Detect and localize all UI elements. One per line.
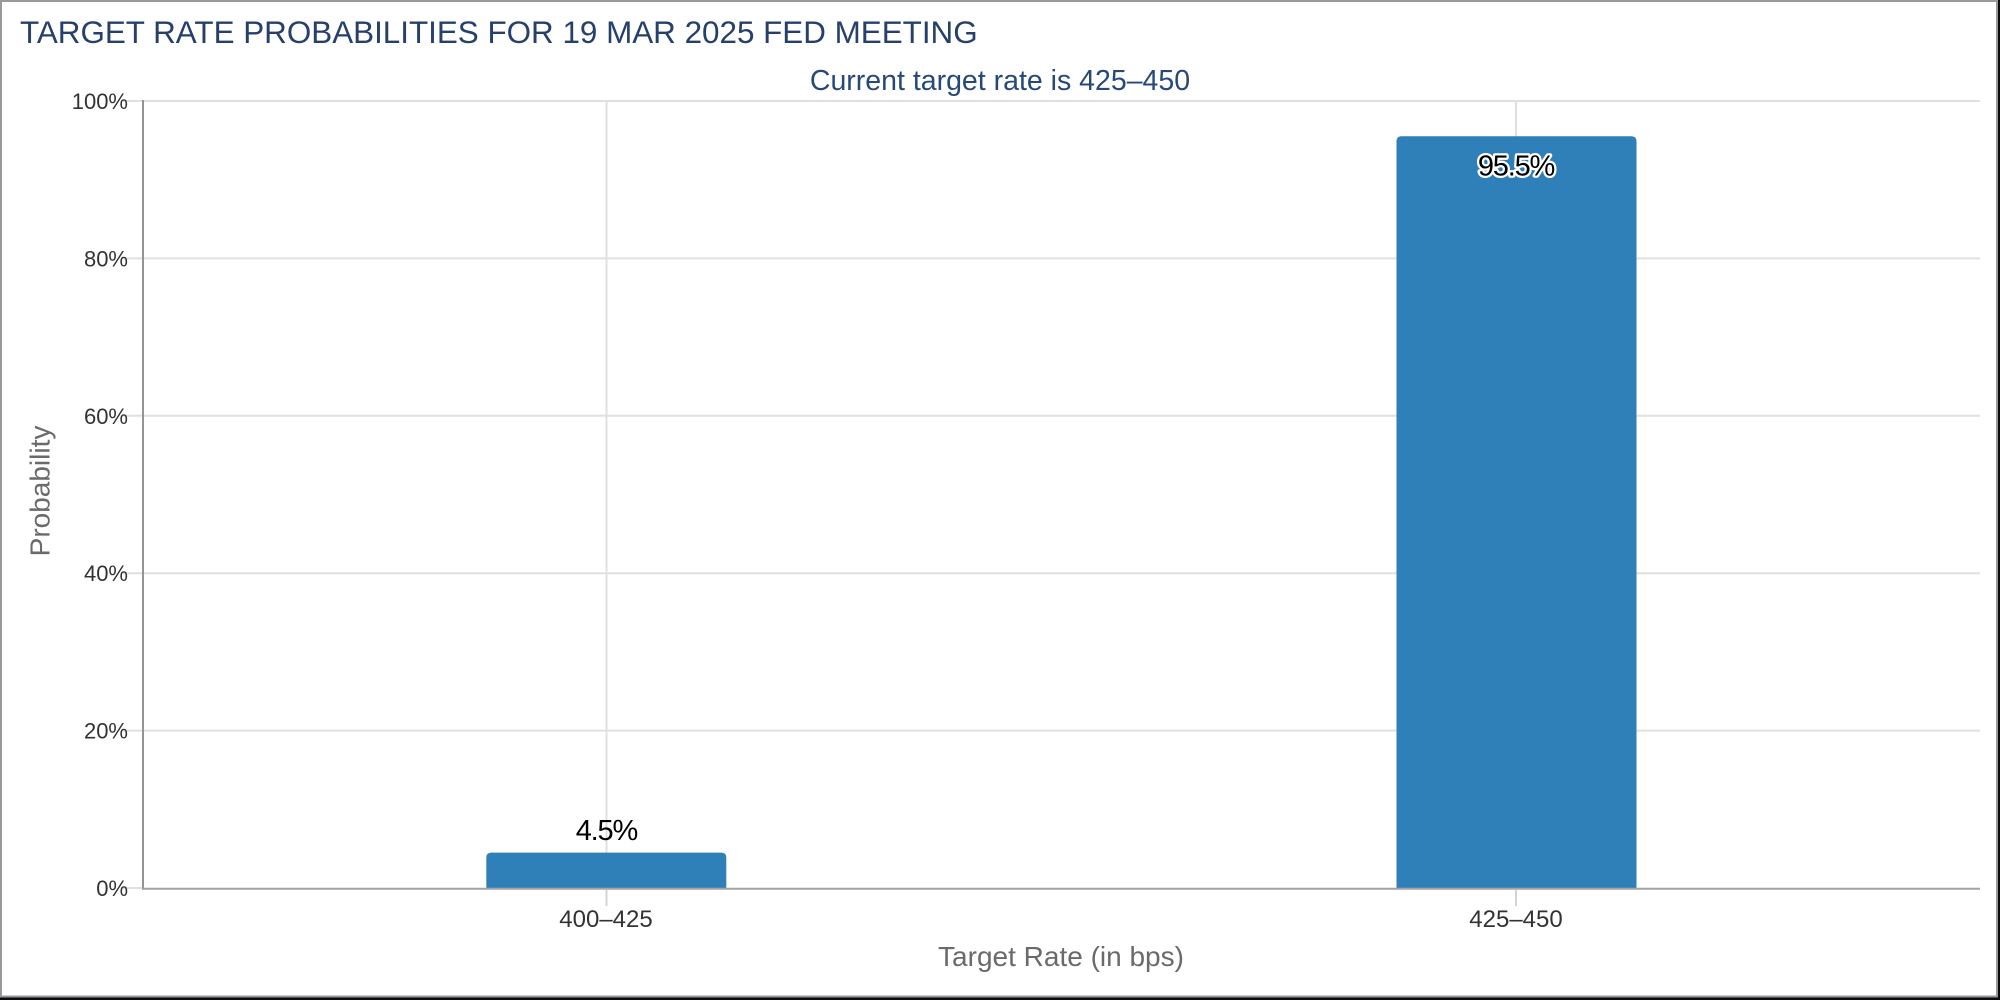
svg-text:4.5%: 4.5% — [576, 815, 638, 847]
svg-text:40%: 40% — [84, 561, 128, 586]
svg-text:TARGET RATE PROBABILITIES FOR: TARGET RATE PROBABILITIES FOR 19 MAR 202… — [20, 15, 978, 50]
svg-text:80%: 80% — [84, 246, 128, 271]
svg-text:Probability: Probability — [25, 426, 56, 557]
svg-text:425–450: 425–450 — [1469, 906, 1562, 933]
svg-text:Current target rate is 425–450: Current target rate is 425–450 — [810, 65, 1190, 97]
svg-text:20%: 20% — [84, 719, 128, 744]
svg-text:400–425: 400–425 — [559, 906, 652, 933]
svg-text:95.5%: 95.5% — [1478, 151, 1555, 183]
svg-text:0%: 0% — [96, 876, 128, 901]
svg-text:100%: 100% — [72, 89, 128, 114]
svg-text:60%: 60% — [84, 404, 128, 429]
svg-text:Target Rate (in bps): Target Rate (in bps) — [938, 941, 1184, 972]
